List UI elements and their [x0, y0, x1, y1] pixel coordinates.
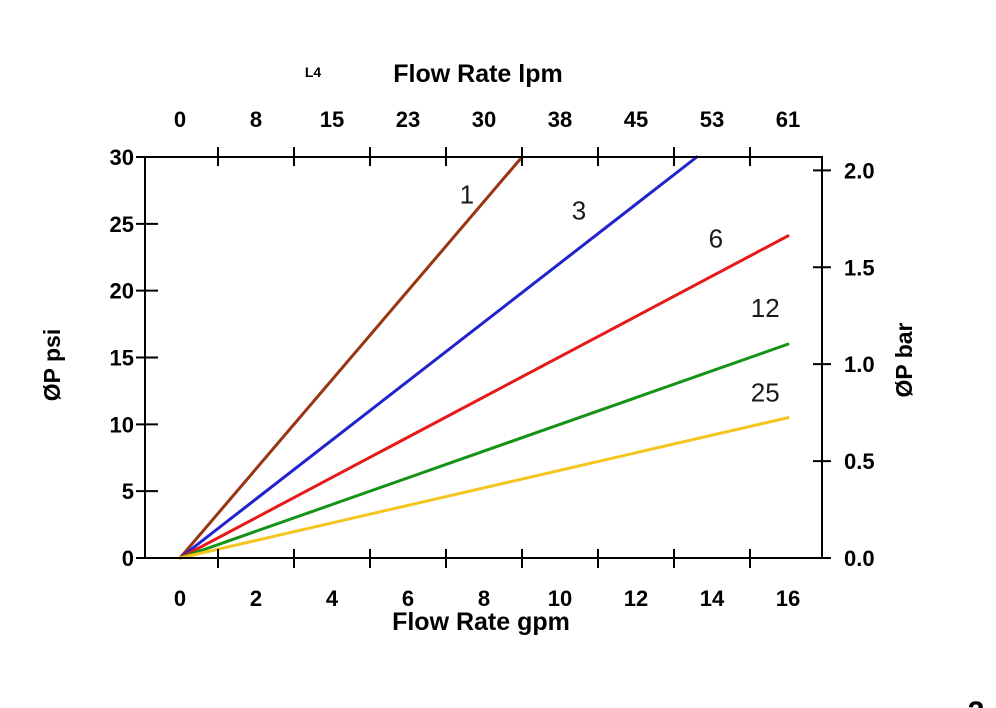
series-label-12: 12 — [751, 293, 780, 323]
top-tick-label: 45 — [624, 107, 648, 132]
top-tick-label: 61 — [776, 107, 800, 132]
top-tick-label: 38 — [548, 107, 572, 132]
right-tick-label: 2.0 — [844, 158, 875, 183]
series-line-25 — [178, 416, 790, 560]
series-label-6: 6 — [709, 224, 723, 254]
bottom-tick-label: 14 — [700, 586, 725, 611]
bottom-tick-label: 12 — [624, 586, 648, 611]
top-tick-label: 53 — [700, 107, 724, 132]
bottom-tick-label: 16 — [776, 586, 800, 611]
corner-tag-label: L4 — [305, 64, 322, 80]
top-tick-label: 0 — [174, 107, 186, 132]
series-line-1 — [178, 155, 524, 560]
left-tick-label: 25 — [110, 212, 134, 237]
left-tick-label: 5 — [122, 479, 134, 504]
bottom-tick-label: 6 — [402, 586, 414, 611]
series-line-12 — [178, 342, 790, 560]
bottom-tick-label: 0 — [174, 586, 186, 611]
bottom-tick-label: 8 — [478, 586, 490, 611]
right-tick-label: 0.5 — [844, 449, 875, 474]
left-axis-title: ØP psi — [39, 329, 65, 401]
right-axis-title: ØP bar — [891, 322, 917, 397]
top-axis-title: Flow Rate lpm — [393, 60, 562, 88]
left-tick-label: 30 — [110, 145, 134, 170]
left-tick-label: 20 — [110, 279, 134, 304]
top-tick-label: 15 — [320, 107, 344, 132]
top-tick-label: 23 — [396, 107, 420, 132]
series-label-1: 1 — [460, 179, 474, 209]
right-tick-label: 1.0 — [844, 352, 875, 377]
bottom-tick-label: 2 — [250, 586, 262, 611]
bottom-axis-title: Flow Rate gpm — [392, 608, 570, 636]
left-tick-label: 0 — [122, 546, 134, 571]
series-label-3: 3 — [572, 195, 586, 225]
series-line-6 — [178, 234, 790, 560]
bottom-tick-label: 10 — [548, 586, 572, 611]
page-number-partial: 2 — [968, 696, 985, 708]
top-tick-label: 8 — [250, 107, 262, 132]
left-tick-label: 10 — [110, 412, 134, 437]
plot-area: 1 3 6 12 25 0 0 2 8 4 15 6 23 8 30 10 38 12 45 14 53 16 61 0 5 10… — [110, 107, 875, 611]
axis-frame — [144, 156, 823, 559]
series-line-3 — [178, 155, 699, 560]
bottom-tick-label: 4 — [326, 586, 339, 611]
right-tick-label: 1.5 — [844, 255, 875, 280]
series-label-25: 25 — [751, 377, 780, 407]
right-tick-label: 0.0 — [844, 546, 875, 571]
top-tick-label: 30 — [472, 107, 496, 132]
left-tick-label: 15 — [110, 346, 134, 371]
